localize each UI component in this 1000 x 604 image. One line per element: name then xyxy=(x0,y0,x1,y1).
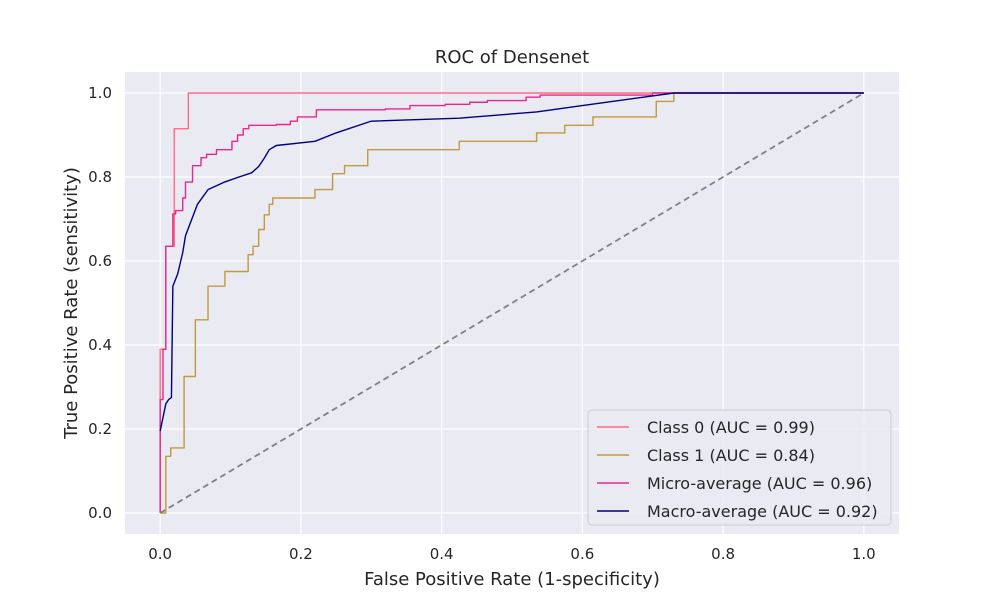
y-tick-label: 0.6 xyxy=(88,252,112,270)
legend: Class 0 (AUC = 0.99) Class 1 (AUC = 0.84)… xyxy=(587,409,892,526)
series-line-2 xyxy=(160,92,864,514)
series-line-1 xyxy=(159,92,864,513)
legend-label: Class 0 (AUC = 0.99) xyxy=(647,418,815,437)
series-lines xyxy=(159,92,865,514)
series-line-3 xyxy=(159,92,864,513)
x-tick-label: 0.8 xyxy=(711,545,735,563)
y-tick-label: 1.0 xyxy=(88,84,112,102)
x-tick-label: 0.6 xyxy=(570,545,594,563)
legend-box xyxy=(587,409,892,526)
legend-label: Class 1 (AUC = 0.84) xyxy=(647,446,815,465)
legend-label: Micro-average (AUC = 0.96) xyxy=(647,474,872,493)
x-tick-label: 0.2 xyxy=(289,545,313,563)
y-axis-label: True Positive Rate (sensitivity) xyxy=(61,167,82,440)
series-line-4 xyxy=(159,92,864,432)
y-tick-label: 0.0 xyxy=(88,504,112,522)
y-tick-label: 0.4 xyxy=(88,336,112,354)
chance-diagonal-line xyxy=(159,92,865,514)
y-tick-label: 0.2 xyxy=(88,420,112,438)
y-tick-labels: 0.0 0.2 0.4 0.6 0.8 1.0 xyxy=(88,84,112,522)
x-tick-label: 1.0 xyxy=(852,545,876,563)
chart-title: ROC of Densenet xyxy=(435,47,589,68)
x-tick-label: 0.0 xyxy=(148,545,172,563)
x-tick-label: 0.4 xyxy=(430,545,454,563)
x-axis-label: False Positive Rate (1-specificity) xyxy=(364,569,660,590)
y-tick-label: 0.8 xyxy=(88,168,112,186)
x-tick-labels: 0.0 0.2 0.4 0.6 0.8 1.0 xyxy=(148,545,875,563)
legend-label: Macro-average (AUC = 0.92) xyxy=(647,502,878,521)
